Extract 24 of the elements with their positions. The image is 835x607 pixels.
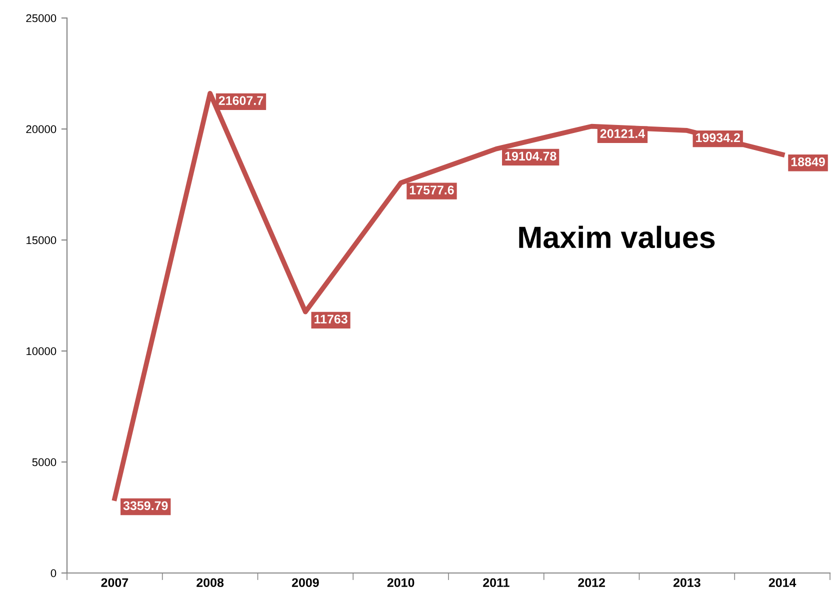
data-label: 19934.2 <box>696 133 740 142</box>
x-tick-label: 2011 <box>483 578 510 588</box>
x-tick-label: 2014 <box>768 578 796 588</box>
data-label: 19104.78 <box>505 152 556 161</box>
x-tick-label: 2009 <box>292 578 319 588</box>
y-tick-label: 10000 <box>26 347 56 356</box>
data-label: 21607.7 <box>218 96 264 105</box>
x-tick-label: 2010 <box>387 578 414 588</box>
y-tick-label: 15000 <box>26 236 56 244</box>
x-tick-label: 2013 <box>673 578 700 588</box>
x-tick-label: 2008 <box>196 578 224 588</box>
y-tick-label: 25000 <box>26 14 56 22</box>
x-tick-label: 2012 <box>578 578 605 588</box>
text: Maxim values <box>519 226 715 248</box>
line-series <box>112 90 785 501</box>
x-tick-label: 2007 <box>101 578 128 588</box>
data-label: 20121.4 <box>600 129 646 138</box>
data-label: 18849 <box>791 157 825 166</box>
data-label: 17577.6 <box>410 186 454 194</box>
y-tick-label: 20000 <box>26 125 56 134</box>
y-tick-label: 0 <box>50 569 56 578</box>
data-label: 3359.79 <box>123 501 168 510</box>
y-tick-label: 5000 <box>32 458 56 466</box>
data-label: 11763 <box>314 314 348 324</box>
